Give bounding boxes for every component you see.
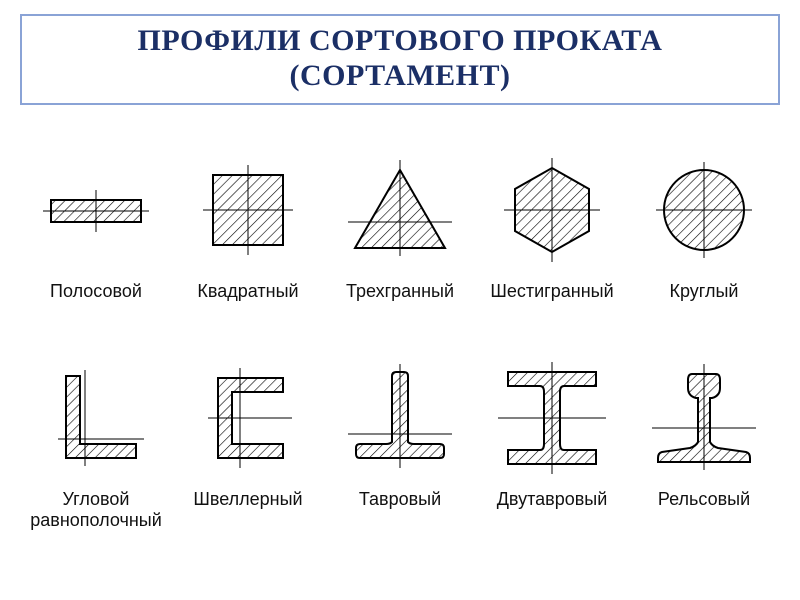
cell-tee: Тавровый <box>324 353 476 531</box>
label-ibeam: Двутавровый <box>497 489 608 531</box>
label-channel: Швеллерный <box>193 489 302 531</box>
title-line-2: (СОРТАМЕНТ) <box>26 59 774 94</box>
label-triangle: Трехгранный <box>346 281 454 323</box>
cell-channel: Швеллерный <box>172 353 324 531</box>
profile-grid: Полосовой Квадратный <box>20 145 780 531</box>
label-round: Круглый <box>670 281 739 323</box>
cell-triangle: Трехгранный <box>324 145 476 323</box>
rail-icon <box>644 358 764 478</box>
square-icon <box>188 150 308 270</box>
strip-icon <box>36 150 156 270</box>
cell-square: Квадратный <box>172 145 324 323</box>
tee-icon <box>340 358 460 478</box>
cell-rail: Рельсовый <box>628 353 780 531</box>
hex-icon <box>492 150 612 270</box>
label-tee: Тавровый <box>359 489 441 531</box>
cell-hex: Шестигранный <box>476 145 628 323</box>
label-square: Квадратный <box>197 281 298 323</box>
cell-ibeam: Двутавровый <box>476 353 628 531</box>
label-strip: Полосовой <box>50 281 142 323</box>
title-box: ПРОФИЛИ СОРТОВОГО ПРОКАТА (СОРТАМЕНТ) <box>20 14 780 105</box>
label-hex: Шестигранный <box>490 281 613 323</box>
cell-round: Круглый <box>628 145 780 323</box>
channel-icon <box>188 358 308 478</box>
ibeam-icon <box>492 358 612 478</box>
title-line-1: ПРОФИЛИ СОРТОВОГО ПРОКАТА <box>26 24 774 59</box>
label-angle: Угловой равнополочный <box>20 489 172 531</box>
cell-angle: Угловой равнополочный <box>20 353 172 531</box>
angle-icon <box>36 358 156 478</box>
triangle-icon <box>340 150 460 270</box>
round-icon <box>644 150 764 270</box>
label-rail: Рельсовый <box>658 489 750 531</box>
cell-strip: Полосовой <box>20 145 172 323</box>
